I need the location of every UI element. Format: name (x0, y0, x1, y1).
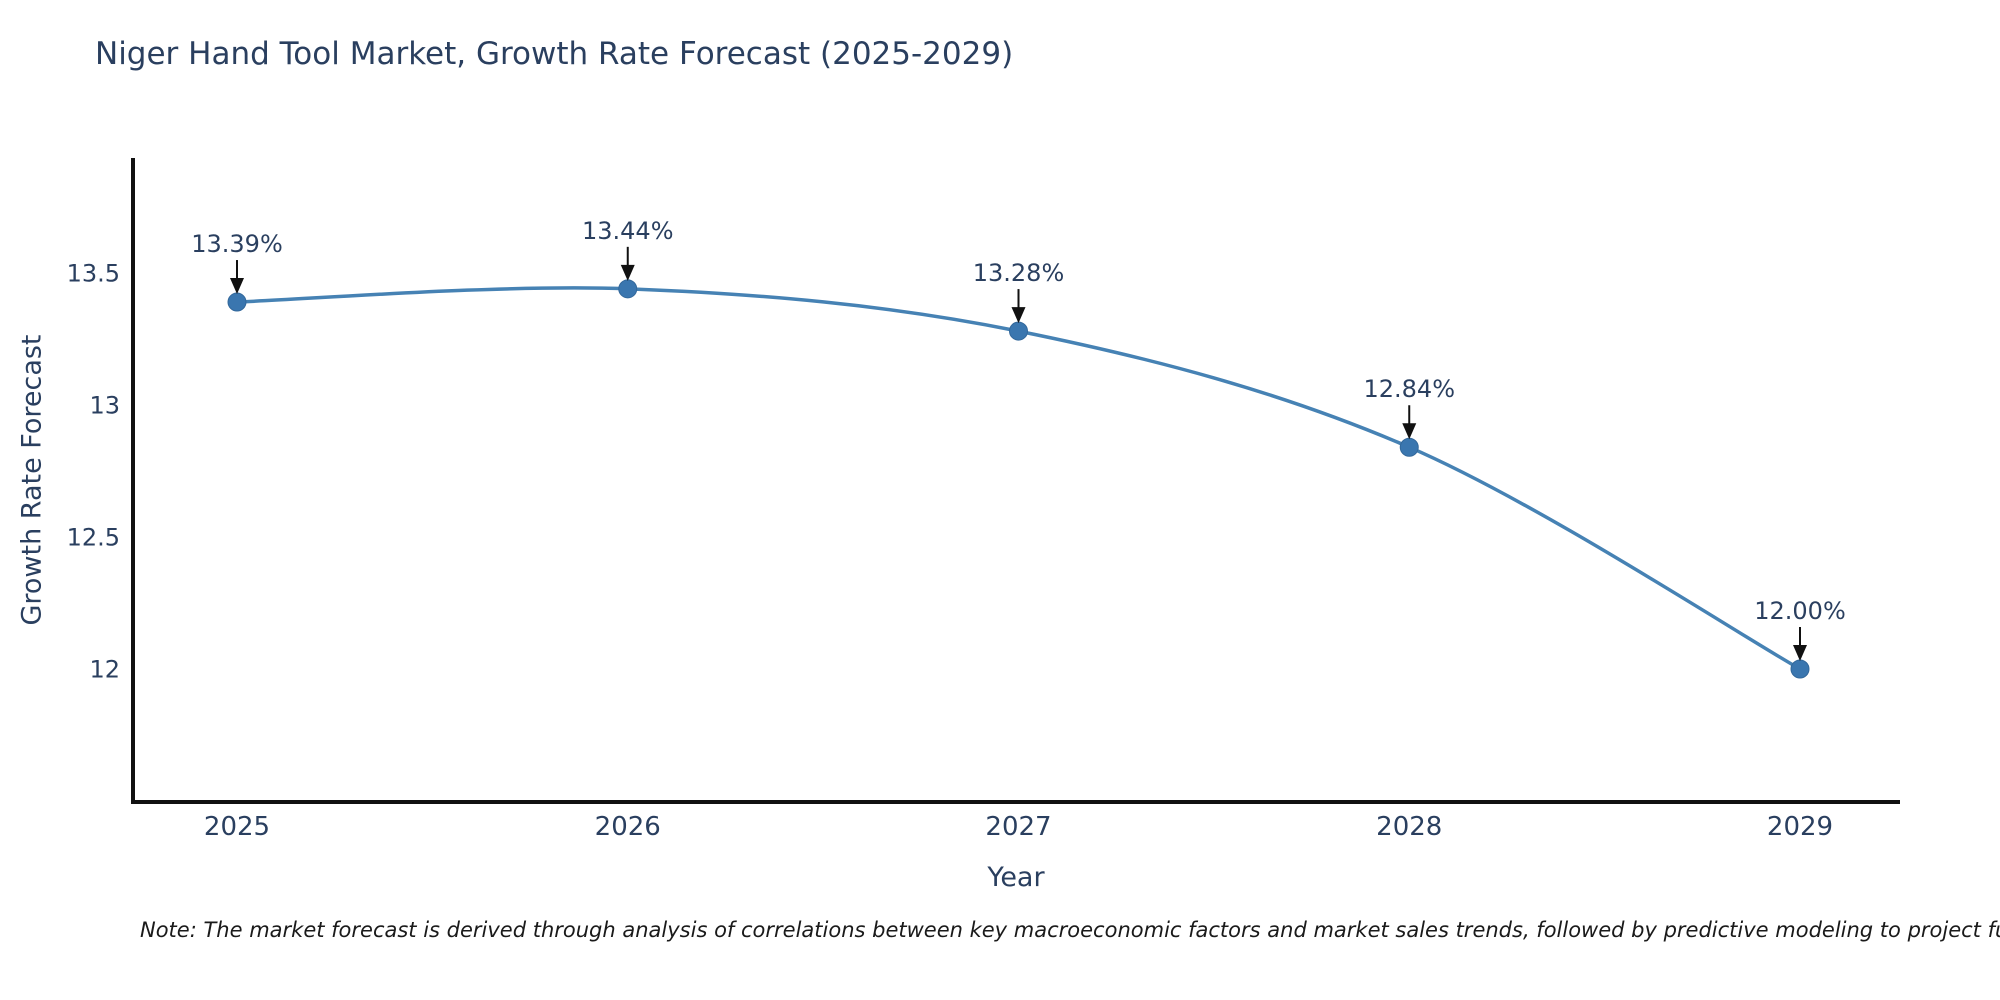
annotation-arrowhead-icon (1402, 423, 1417, 440)
annotation-arrowhead-icon (1011, 307, 1026, 324)
point-label: 13.44% (582, 217, 674, 245)
data-point (1399, 437, 1419, 457)
annotation-arrowhead-icon (620, 264, 635, 281)
x-tick-label: 2025 (204, 812, 270, 842)
chart-title: Niger Hand Tool Market, Growth Rate Fore… (95, 36, 1014, 72)
chart-footnote: Note: The market forecast is derived thr… (140, 918, 2000, 942)
y-tick-label: 12 (89, 655, 120, 683)
point-label: 12.84% (1363, 375, 1455, 403)
forecast-line (235, 286, 1802, 671)
y-tick-label: 12.5 (67, 523, 120, 551)
x-tick-label: 2026 (595, 812, 661, 842)
y-tick-label: 13 (89, 391, 120, 419)
x-tick-label: 2028 (1376, 812, 1442, 842)
x-tick-label: 2027 (985, 812, 1051, 842)
x-axis-title: Year (987, 862, 1045, 893)
point-label: 13.39% (191, 230, 283, 258)
data-point (1790, 659, 1810, 679)
x-tick-label: 2029 (1767, 812, 1833, 842)
data-point (1009, 321, 1028, 341)
data-point (618, 279, 638, 299)
annotation-arrowhead-icon (230, 278, 244, 295)
point-label: 13.28% (973, 259, 1065, 287)
point-label: 12.00% (1754, 597, 1846, 625)
data-point (227, 292, 247, 312)
annotation-arrowhead-icon (1793, 645, 1807, 661)
y-tick-label: 13.5 (67, 259, 120, 287)
